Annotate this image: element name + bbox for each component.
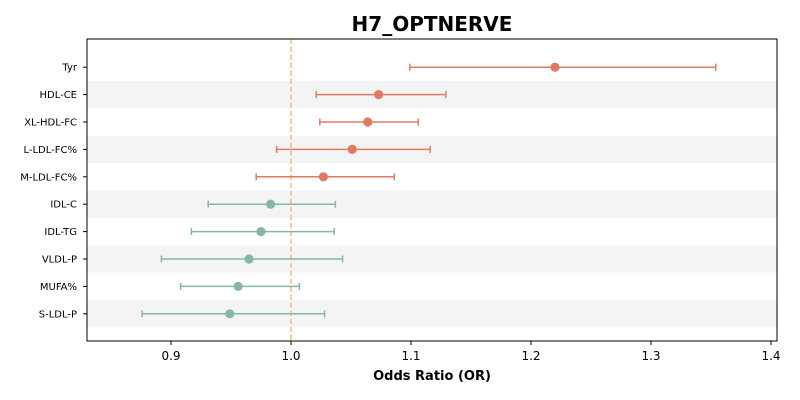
y-tick-label: L-LDL-FC% (23, 145, 77, 156)
or-point (244, 254, 254, 264)
or-point (347, 144, 357, 154)
y-tick-label: M-LDL-FC% (20, 172, 77, 183)
or-point (374, 90, 384, 100)
x-tick-label: 1.4 (761, 349, 780, 363)
y-tick-label: MUFA% (40, 282, 77, 293)
y-tick-label: IDL-C (50, 200, 77, 211)
y-tick-label: VLDL-P (42, 255, 77, 266)
or-point (266, 199, 276, 209)
x-tick-label: 1.2 (521, 349, 540, 363)
y-tick-label: Tyr (61, 63, 77, 74)
plot-frame (86, 38, 778, 342)
x-tick-label: 0.9 (161, 349, 180, 363)
row-band (87, 135, 777, 164)
or-point (225, 309, 235, 319)
or-point (318, 172, 328, 182)
x-tick-label: 1.1 (401, 349, 420, 363)
x-tick-label: 1.0 (281, 349, 300, 363)
y-tick-label: IDL-TG (44, 227, 77, 238)
row-band (87, 190, 777, 218)
x-axis: 0.9 1.0 1.1 1.2 1.3 1.4 (161, 341, 781, 363)
or-point (550, 62, 560, 72)
or-point (256, 227, 266, 237)
chart-title: H7_OPTNERVE (352, 12, 513, 36)
or-point (233, 281, 243, 291)
x-tick-label: 1.3 (641, 349, 660, 363)
x-axis-label: Odds Ratio (OR) (373, 369, 491, 384)
y-tick-label: XL-HDL-FC (24, 118, 77, 129)
data-marks (141, 62, 717, 319)
y-axis: Tyr HDL-CE XL-HDL-FC L-LDL-FC% M-LDL-FC% IDL-… (20, 63, 87, 320)
y-tick-label: S-LDL-P (39, 309, 77, 320)
row-bands (87, 80, 777, 328)
or-point (363, 117, 373, 127)
y-tick-label: HDL-CE (39, 90, 77, 101)
